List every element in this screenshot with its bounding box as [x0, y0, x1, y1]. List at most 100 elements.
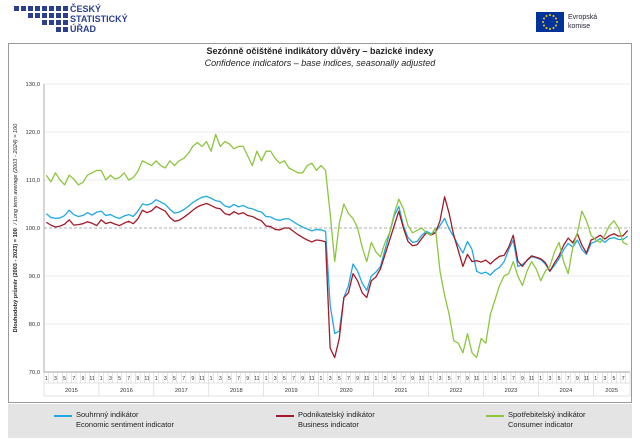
eu-name: Evropská komise — [568, 13, 597, 31]
chart-subtitle: Confidence indicators – base indices, se… — [204, 58, 436, 68]
month-tick-label: 11 — [474, 376, 479, 382]
month-tick-label: 7 — [237, 376, 240, 382]
month-tick-label: 3 — [494, 376, 497, 382]
y-tick-label: 130,0 — [25, 82, 40, 88]
eu-name-line-2: komise — [568, 23, 591, 30]
y-axis-label-italic: / Long term average (2003 - 2024) = 100 — [13, 123, 19, 226]
year-label: 2024 — [559, 388, 573, 394]
year-label: 2016 — [120, 388, 133, 394]
month-tick-label: 11 — [419, 376, 424, 382]
legend-swatch-business — [276, 415, 294, 417]
month-tick-label: 7 — [72, 376, 75, 382]
month-tick-label: 1 — [265, 376, 268, 382]
month-tick-label: 7 — [457, 376, 460, 382]
y-axis-label-bold: Dlouhodobý průměr (2003 - 2023) = 100 — [12, 228, 19, 332]
czso-name: ČESKÝ STATISTICKÝ ÚŘAD — [70, 4, 128, 34]
month-tick-label: 9 — [411, 376, 414, 382]
month-tick-label: 3 — [109, 376, 112, 382]
month-tick-label: 1 — [320, 376, 323, 382]
legend-item-consumer: Spotřebitelský indikátor Consumer indica… — [486, 410, 586, 430]
month-tick-label: 5 — [503, 376, 506, 382]
eu-name-line-1: Evropská — [568, 14, 598, 21]
month-tick-label: 7 — [292, 376, 295, 382]
x-axis: 1 3 5 7 9 11 1 3 5 7 9 11 1 3 5 7 9 11 1 3 5 7 9 11 1 3 5 7 9 11 1 3 5 7 9… — [43, 371, 631, 397]
month-tick-label: 9 — [466, 376, 469, 382]
y-tick-label: 120,0 — [25, 130, 40, 136]
month-tick-label: 3 — [548, 376, 551, 382]
month-tick-label: 9 — [246, 376, 249, 382]
series-line-consumer — [45, 133, 629, 359]
czso-name-line-1: ČESKÝ — [70, 4, 102, 14]
month-tick-label: 7 — [622, 376, 625, 382]
legend-swatch-esi — [54, 415, 72, 417]
legend-label-consumer-en: Consumer indicator — [508, 420, 574, 429]
month-tick-label: 5 — [338, 376, 341, 382]
month-tick-label: 3 — [54, 376, 57, 382]
legend-label-business: Podnikatelský indikátor — [298, 410, 375, 419]
year-label: 2020 — [340, 388, 353, 394]
year-label: 2015 — [65, 388, 78, 394]
year-label: 2025 — [605, 388, 618, 394]
month-tick-label: 9 — [301, 376, 304, 382]
month-tick-label: 3 — [219, 376, 222, 382]
month-tick-label: 7 — [182, 376, 185, 382]
month-tick-label: 9 — [521, 376, 524, 382]
month-tick-label: 5 — [173, 376, 176, 382]
month-tick-label: 11 — [199, 376, 204, 382]
month-tick-label: 1 — [155, 376, 158, 382]
month-tick-label: 9 — [81, 376, 84, 382]
month-tick-label: 11 — [144, 376, 149, 382]
year-label: 2019 — [285, 388, 298, 394]
legend-label-esi: Souhrnný indikátor — [76, 410, 139, 419]
month-tick-label: 3 — [274, 376, 277, 382]
month-tick-label: 9 — [576, 376, 579, 382]
month-tick-label: 1 — [594, 376, 597, 382]
month-tick-label: 7 — [567, 376, 570, 382]
y-tick-label: 110,0 — [26, 178, 40, 184]
y-tick-label: 100,0 — [25, 226, 40, 232]
czso-name-line-3: ÚŘAD — [70, 24, 96, 34]
month-tick-label: 1 — [100, 376, 103, 382]
month-tick-label: 7 — [347, 376, 350, 382]
page-header: ČESKÝ STATISTICKÝ ÚŘAD Evropská komise — [0, 0, 640, 40]
legend-item-esi: Souhrnný indikátor Economic sentiment in… — [54, 410, 174, 430]
month-tick-label: 3 — [384, 376, 387, 382]
y-tick-label: 90,0 — [29, 274, 40, 280]
y-tick-label: 80,0 — [29, 322, 40, 328]
legend-label-business-en: Business indicator — [298, 420, 359, 429]
y-tick-label: 70,0 — [29, 370, 40, 376]
month-tick-label: 7 — [512, 376, 515, 382]
grid-lines — [43, 83, 630, 373]
chart-title: Sezónně očištěné indikátory důvěry – baz… — [206, 46, 434, 56]
month-tick-label: 11 — [584, 376, 589, 382]
month-tick-label: 11 — [89, 376, 94, 382]
month-tick-label: 9 — [136, 376, 139, 382]
year-label: 2023 — [505, 388, 518, 394]
month-tick-label: 11 — [309, 376, 314, 382]
month-tick-label: 5 — [228, 376, 231, 382]
y-axis-label: Dlouhodobý průměr (2003 - 2023) = 100 / … — [12, 123, 19, 333]
month-tick-label: 1 — [484, 376, 487, 382]
series-line-esi — [45, 195, 629, 335]
year-label: 2021 — [395, 388, 408, 394]
month-tick-label: 11 — [364, 376, 369, 382]
month-tick-label: 1 — [539, 376, 542, 382]
legend-label-consumer: Spotřebitelský indikátor — [508, 410, 586, 419]
month-tick-label: 5 — [283, 376, 286, 382]
month-tick-label: 5 — [118, 376, 121, 382]
month-tick-label: 3 — [164, 376, 167, 382]
year-label: 2017 — [175, 388, 188, 394]
legend-swatch-consumer — [486, 415, 504, 417]
czso-name-line-2: STATISTICKÝ — [70, 14, 128, 24]
month-tick-label: 5 — [558, 376, 561, 382]
y-axis-tick-labels: 70,0 80,0 90,0 100,0 110,0 120,0 130,0 — [25, 82, 40, 376]
month-tick-label: 5 — [613, 376, 616, 382]
legend: Souhrnný indikátor Economic sentiment in… — [8, 404, 632, 438]
month-tick-label: 5 — [63, 376, 66, 382]
year-label: 2022 — [450, 388, 463, 394]
month-tick-label: 1 — [374, 376, 377, 382]
month-tick-label: 11 — [529, 376, 534, 382]
legend-label-esi-en: Economic sentiment indicator — [76, 420, 174, 429]
month-tick-label: 3 — [439, 376, 442, 382]
